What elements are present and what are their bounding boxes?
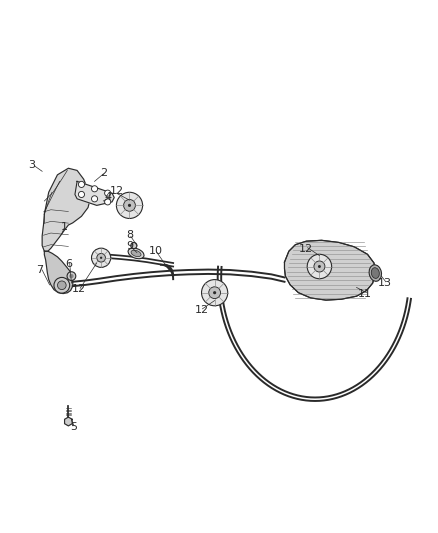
Text: 2: 2 [100,168,107,177]
Circle shape [97,254,106,262]
Circle shape [78,191,85,198]
Polygon shape [44,251,73,294]
Text: 1: 1 [60,222,67,232]
Polygon shape [75,181,114,205]
Circle shape [307,254,332,279]
Circle shape [128,204,131,207]
Circle shape [209,287,220,298]
Circle shape [92,185,98,192]
Circle shape [100,256,102,259]
Circle shape [78,181,85,188]
Polygon shape [64,417,72,426]
Text: 10: 10 [148,246,162,256]
Text: 8: 8 [126,230,133,240]
Polygon shape [285,240,375,300]
Ellipse shape [371,268,379,278]
Ellipse shape [128,248,144,259]
Text: 11: 11 [358,288,372,298]
Ellipse shape [369,265,381,281]
Circle shape [54,277,70,293]
Text: 12: 12 [194,305,208,315]
Circle shape [105,199,111,205]
Text: 4: 4 [104,192,111,201]
Circle shape [57,281,66,289]
Circle shape [314,261,325,272]
Text: 12: 12 [299,244,313,254]
Circle shape [201,280,228,306]
Circle shape [92,248,111,268]
Polygon shape [42,168,90,251]
Text: 7: 7 [36,265,43,275]
Circle shape [69,274,74,278]
Circle shape [105,190,111,196]
Circle shape [318,265,321,268]
Circle shape [213,291,216,294]
Circle shape [131,243,137,248]
Circle shape [117,192,143,219]
Circle shape [92,196,98,202]
Circle shape [124,199,135,211]
Text: 12: 12 [71,284,85,294]
Text: 12: 12 [110,187,124,196]
Text: 6: 6 [65,260,72,269]
Text: 3: 3 [28,160,35,170]
Text: 13: 13 [378,278,392,288]
Ellipse shape [131,250,141,256]
Text: 9: 9 [126,240,133,251]
Text: 5: 5 [71,422,78,432]
Circle shape [67,272,76,280]
